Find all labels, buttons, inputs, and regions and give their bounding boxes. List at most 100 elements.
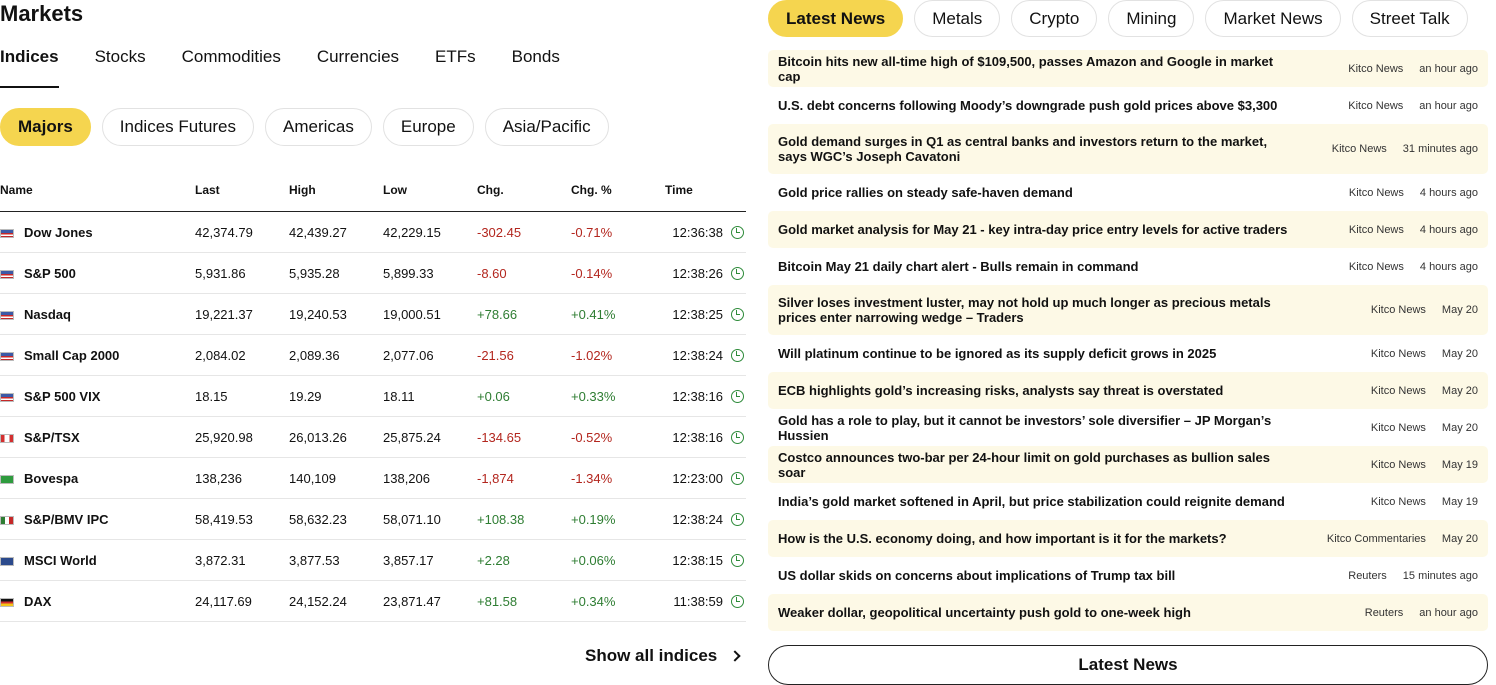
news-item[interactable]: Gold market analysis for May 21 - key in… xyxy=(768,211,1488,248)
time-value: 12:38:15 xyxy=(672,553,723,568)
news-source: Kitco News xyxy=(1348,99,1404,112)
tab-commodities[interactable]: Commodities xyxy=(181,47,281,66)
news-headline[interactable]: Gold price rallies on steady safe-haven … xyxy=(778,185,1073,200)
news-meta: Kitco News May 20 xyxy=(1371,422,1478,434)
show-all-indices-link[interactable]: Show all indices xyxy=(585,646,741,666)
news-headline[interactable]: U.S. debt concerns following Moody’s dow… xyxy=(778,98,1278,113)
news-headline[interactable]: Will platinum continue to be ignored as … xyxy=(778,346,1217,361)
table-row[interactable]: Dow Jones 42,374.79 42,439.27 42,229.15 -302… xyxy=(0,212,746,253)
news-headline[interactable]: Gold has a role to play, but it cannot b… xyxy=(778,412,1272,443)
change-pct-value: -0.71% xyxy=(571,225,613,240)
low-value: 5,899.33 xyxy=(383,266,434,281)
table-body: Dow Jones 42,374.79 42,439.27 42,229.15 -302… xyxy=(0,212,746,622)
news-headline[interactable]: ECB highlights gold’s increasing risks, … xyxy=(778,383,1224,398)
high-value: 26,013.26 xyxy=(289,430,347,445)
news-item[interactable]: Bitcoin hits new all-time high of $109,5… xyxy=(768,50,1488,87)
table-row[interactable]: Nasdaq 19,221.37 19,240.53 19,000.51 +78.66 +… xyxy=(0,294,746,335)
news-item[interactable]: Gold has a role to play, but it cannot b… xyxy=(768,409,1488,446)
index-name[interactable]: S&P/BMV IPC xyxy=(24,512,109,527)
news-item[interactable]: Will platinum continue to be ignored as … xyxy=(768,335,1488,372)
tab-mining[interactable]: Mining xyxy=(1108,0,1195,37)
last-value: 3,872.31 xyxy=(195,553,246,568)
index-name[interactable]: Small Cap 2000 xyxy=(24,348,120,363)
time-value: 12:38:25 xyxy=(672,307,723,322)
markets-panel: Markets Indices Stocks Commodities Curre… xyxy=(0,0,746,685)
news-source: Kitco News xyxy=(1331,143,1387,155)
table-row[interactable]: S&P 500 VIX 18.15 19.29 18.11 +0.06 +0.33% 12:… xyxy=(0,376,746,417)
news-source: Reuters xyxy=(1364,606,1404,619)
high-value: 42,439.27 xyxy=(289,225,347,240)
col-chg-pct: Chg. % xyxy=(571,183,612,197)
news-item[interactable]: Weaker dollar, geopolitical uncertainty … xyxy=(768,594,1488,631)
chip-indices-futures[interactable]: Indices Futures xyxy=(101,108,255,146)
chip-majors[interactable]: Majors xyxy=(0,108,91,146)
clock-icon xyxy=(731,431,744,444)
news-headline[interactable]: Bitcoin May 21 daily chart alert - Bulls… xyxy=(778,259,1139,274)
clock-icon xyxy=(731,390,744,403)
chip-europe[interactable]: Europe xyxy=(382,108,474,146)
index-name[interactable]: DAX xyxy=(24,594,52,609)
news-item[interactable]: Gold demand surges in Q1 as central bank… xyxy=(768,124,1488,174)
latest-news-button[interactable]: Latest News xyxy=(768,645,1488,685)
country-flag-icon xyxy=(0,557,14,566)
index-name[interactable]: Bovespa xyxy=(24,471,79,486)
change-value: -302.45 xyxy=(477,225,522,240)
news-item[interactable]: India’s gold market softened in April, b… xyxy=(768,483,1488,520)
tab-stocks[interactable]: Stocks xyxy=(94,47,146,66)
table-row[interactable]: S&P 500 5,931.86 5,935.28 5,899.33 -8.60 -0.1… xyxy=(0,253,746,294)
tab-bonds[interactable]: Bonds xyxy=(511,47,560,66)
news-item[interactable]: How is the U.S. economy doing, and how i… xyxy=(768,520,1488,557)
news-headline[interactable]: How is the U.S. economy doing, and how i… xyxy=(778,531,1227,546)
index-name[interactable]: S&P/TSX xyxy=(24,430,80,445)
news-meta: Kitco News May 20 xyxy=(1371,304,1478,316)
news-headline[interactable]: Silver loses investment luster, may not … xyxy=(778,295,1271,325)
tab-market-news[interactable]: Market News xyxy=(1205,0,1341,37)
news-time: 31 minutes ago xyxy=(1402,143,1478,155)
news-time: an hour ago xyxy=(1419,62,1478,75)
indices-table: Name Last High Low Chg. Chg. % Time Dow … xyxy=(0,170,746,622)
news-headline[interactable]: Gold market analysis for May 21 - key in… xyxy=(778,222,1288,237)
last-value: 18.15 xyxy=(195,389,228,404)
news-headline[interactable]: US dollar skids on concerns about implic… xyxy=(778,568,1176,583)
table-row[interactable]: S&P/TSX 25,920.98 26,013.26 25,875.24 -134.6… xyxy=(0,417,746,458)
tab-currencies[interactable]: Currencies xyxy=(316,47,400,66)
low-value: 42,229.15 xyxy=(383,225,441,240)
table-row[interactable]: MSCI World 3,872.31 3,877.53 3,857.17 +2.28 +… xyxy=(0,540,746,581)
tab-street-talk[interactable]: Street Talk xyxy=(1351,0,1468,37)
index-name[interactable]: MSCI World xyxy=(24,553,97,568)
news-item[interactable]: Gold price rallies on steady safe-haven … xyxy=(768,174,1488,211)
news-item[interactable]: Silver loses investment luster, may not … xyxy=(768,285,1488,335)
tab-latest-news[interactable]: Latest News xyxy=(768,0,904,37)
chip-americas[interactable]: Americas xyxy=(265,108,372,146)
col-low: Low xyxy=(383,183,407,197)
news-headline[interactable]: Costco announces two-bar per 24-hour lim… xyxy=(778,449,1270,480)
tab-etfs[interactable]: ETFs xyxy=(435,47,476,66)
news-item[interactable]: Bitcoin May 21 daily chart alert - Bulls… xyxy=(768,248,1488,285)
news-item[interactable]: U.S. debt concerns following Moody’s dow… xyxy=(768,87,1488,124)
index-name[interactable]: Nasdaq xyxy=(24,307,71,322)
news-item[interactable]: US dollar skids on concerns about implic… xyxy=(768,557,1488,594)
index-name[interactable]: Dow Jones xyxy=(24,225,93,240)
table-row[interactable]: Small Cap 2000 2,084.02 2,089.36 2,077.06 -2… xyxy=(0,335,746,376)
news-item[interactable]: Costco announces two-bar per 24-hour lim… xyxy=(768,446,1488,483)
news-headline[interactable]: India’s gold market softened in April, b… xyxy=(778,494,1285,509)
table-row[interactable]: DAX 24,117.69 24,152.24 23,871.47 +81.58 +0.3… xyxy=(0,581,746,622)
last-value: 42,374.79 xyxy=(195,225,253,240)
change-value: -21.56 xyxy=(477,348,514,363)
table-row[interactable]: Bovespa 138,236 140,109 138,206 -1,874 -1.34%… xyxy=(0,458,746,499)
index-name[interactable]: S&P 500 VIX xyxy=(24,389,101,404)
tab-metals[interactable]: Metals xyxy=(914,0,1001,37)
news-source: Kitco News xyxy=(1370,347,1426,360)
chip-asia-pacific[interactable]: Asia/Pacific xyxy=(484,108,609,146)
news-item[interactable]: ECB highlights gold’s increasing risks, … xyxy=(768,372,1488,409)
tab-crypto[interactable]: Crypto xyxy=(1011,0,1098,37)
change-pct-value: -1.34% xyxy=(571,471,613,486)
news-headline[interactable]: Bitcoin hits new all-time high of $109,5… xyxy=(778,53,1274,84)
high-value: 5,935.28 xyxy=(289,266,340,281)
tab-indices[interactable]: Indices xyxy=(0,46,59,88)
table-row[interactable]: S&P/BMV IPC 58,419.53 58,632.23 58,071.10 +1… xyxy=(0,499,746,540)
clock-icon xyxy=(731,554,744,567)
index-name[interactable]: S&P 500 xyxy=(24,266,76,281)
news-headline[interactable]: Weaker dollar, geopolitical uncertainty … xyxy=(778,605,1191,620)
news-headline[interactable]: Gold demand surges in Q1 as central bank… xyxy=(778,134,1268,164)
